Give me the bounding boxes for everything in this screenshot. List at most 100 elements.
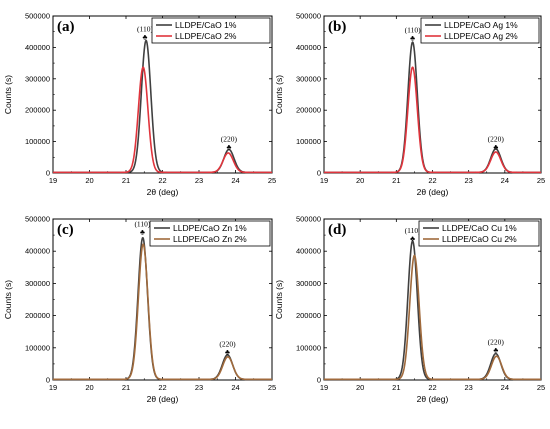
x-tick-label: 19	[320, 176, 328, 185]
chart-panel-d: 19 20 21 22 23 24 25 0 100000 200000 300000 400000 5…	[274, 215, 545, 405]
peak-marker-icon: ♣	[410, 34, 415, 43]
y-tick-label: 100000	[25, 343, 50, 352]
y-tick-label: 100000	[25, 137, 50, 146]
peak-annotation: (220)	[488, 135, 505, 144]
y-tick-label: 200000	[296, 311, 321, 320]
y-tick-label: 500000	[25, 12, 50, 21]
y-axis-label: Counts (s)	[3, 75, 13, 114]
peak-marker-icon: ♣	[143, 33, 148, 42]
legend-box	[420, 17, 540, 44]
series-line-2	[323, 254, 542, 381]
legend-entry: LLDPE/CaO Ag 2%	[444, 31, 518, 41]
peak-annotation: (220)	[219, 340, 236, 349]
y-tick-label: 400000	[296, 247, 321, 256]
x-axis-label: 2θ (deg)	[147, 394, 179, 404]
panel-label: (c)	[57, 222, 74, 238]
chart-panel-b: 19 20 21 22 23 24 25 0 100000 200000 300000 400000 5…	[274, 12, 545, 198]
y-tick-label: 400000	[25, 247, 50, 256]
legend-entry: LLDPE/CaO 2%	[175, 31, 237, 41]
x-tick-label: 22	[428, 176, 436, 185]
x-tick-label: 21	[122, 176, 130, 185]
series-line-1	[52, 236, 273, 381]
x-axis-label: 2θ (deg)	[147, 187, 179, 197]
y-axis-label: Counts (s)	[3, 280, 13, 319]
y-axis-label: Counts (s)	[274, 280, 284, 319]
x-tick-label: 19	[49, 176, 57, 185]
x-tick-label: 20	[356, 176, 364, 185]
peak-marker-icon: ♣	[493, 346, 498, 355]
x-tick-label: 25	[537, 176, 545, 185]
x-tick-label: 19	[320, 383, 328, 392]
chart-panel-a: 19 20 21 22 23 24 25 0 100000 200000 300000 400000 5…	[3, 12, 276, 198]
x-tick-label: 24	[501, 383, 509, 392]
series-line-1	[323, 41, 542, 174]
peak-annotation: (220)	[488, 338, 505, 347]
panel-label: (b)	[328, 19, 346, 35]
y-tick-label: 0	[317, 376, 321, 385]
legend-entry: LLDPE/CaO Ag 1%	[444, 20, 518, 30]
peak-marker-icon: ♣	[225, 348, 230, 357]
series-line-1	[52, 39, 273, 174]
y-tick-label: 300000	[25, 74, 50, 83]
y-tick-label: 400000	[296, 43, 321, 52]
y-tick-label: 0	[46, 376, 50, 385]
y-tick-label: 200000	[25, 311, 50, 320]
peak-marker-icon: ♣	[226, 143, 231, 152]
x-tick-label: 20	[85, 176, 93, 185]
x-tick-label: 23	[195, 383, 203, 392]
y-tick-label: 500000	[25, 215, 50, 224]
legend-entry: LLDPE/CaO 1%	[175, 20, 237, 30]
x-tick-label: 25	[268, 176, 276, 185]
y-tick-label: 200000	[296, 106, 321, 115]
series-line-1	[323, 240, 542, 381]
legend-box	[149, 220, 271, 247]
x-tick-label: 23	[464, 176, 472, 185]
peak-annotation: (110)	[405, 26, 421, 35]
x-tick-label: 21	[392, 383, 400, 392]
legend-entry: LLDPE/CaO Zn 2%	[173, 234, 247, 244]
peak-marker-icon: ♣	[493, 143, 498, 152]
x-axis-label: 2θ (deg)	[417, 187, 449, 197]
x-tick-label: 25	[537, 383, 545, 392]
y-tick-label: 0	[46, 169, 50, 178]
x-tick-label: 24	[231, 176, 239, 185]
legend-box	[151, 17, 271, 44]
x-tick-label: 23	[464, 383, 472, 392]
x-tick-label: 21	[392, 176, 400, 185]
x-tick-label: 20	[85, 383, 93, 392]
series-line-2	[52, 243, 273, 381]
peak-annotation: (110)	[405, 226, 421, 235]
x-tick-label: 19	[49, 383, 57, 392]
peak-annotation: (220)	[221, 135, 238, 144]
y-tick-label: 300000	[296, 74, 321, 83]
peak-marker-icon: ♣	[410, 234, 415, 243]
y-tick-label: 300000	[296, 279, 321, 288]
x-tick-label: 22	[428, 383, 436, 392]
x-tick-label: 20	[356, 383, 364, 392]
x-tick-label: 23	[195, 176, 203, 185]
y-tick-label: 100000	[296, 137, 321, 146]
y-tick-label: 100000	[296, 343, 321, 352]
series-line-2	[52, 66, 273, 174]
y-tick-label: 500000	[296, 12, 321, 21]
peak-annotation: (110)	[137, 25, 153, 34]
legend-entry: LLDPE/CaO Cu 1%	[442, 223, 517, 233]
x-tick-label: 22	[158, 383, 166, 392]
panel-label: (a)	[57, 19, 75, 35]
x-axis-label: 2θ (deg)	[417, 394, 449, 404]
x-tick-label: 25	[268, 383, 276, 392]
y-tick-label: 0	[317, 169, 321, 178]
legend-entry: LLDPE/CaO Cu 2%	[442, 234, 517, 244]
peak-marker-icon: ♣	[140, 227, 145, 236]
panel-label: (d)	[328, 222, 346, 238]
y-tick-label: 500000	[296, 215, 321, 224]
y-tick-label: 200000	[25, 106, 50, 115]
x-tick-label: 22	[158, 176, 166, 185]
chart-panel-c: 19 20 21 22 23 24 25 0 100000 200000 300000 400000 5…	[3, 215, 276, 405]
legend-box	[418, 220, 540, 247]
y-axis-label: Counts (s)	[274, 75, 284, 114]
legend-entry: LLDPE/CaO Zn 1%	[173, 223, 247, 233]
y-tick-label: 400000	[25, 43, 50, 52]
x-tick-label: 24	[231, 383, 239, 392]
